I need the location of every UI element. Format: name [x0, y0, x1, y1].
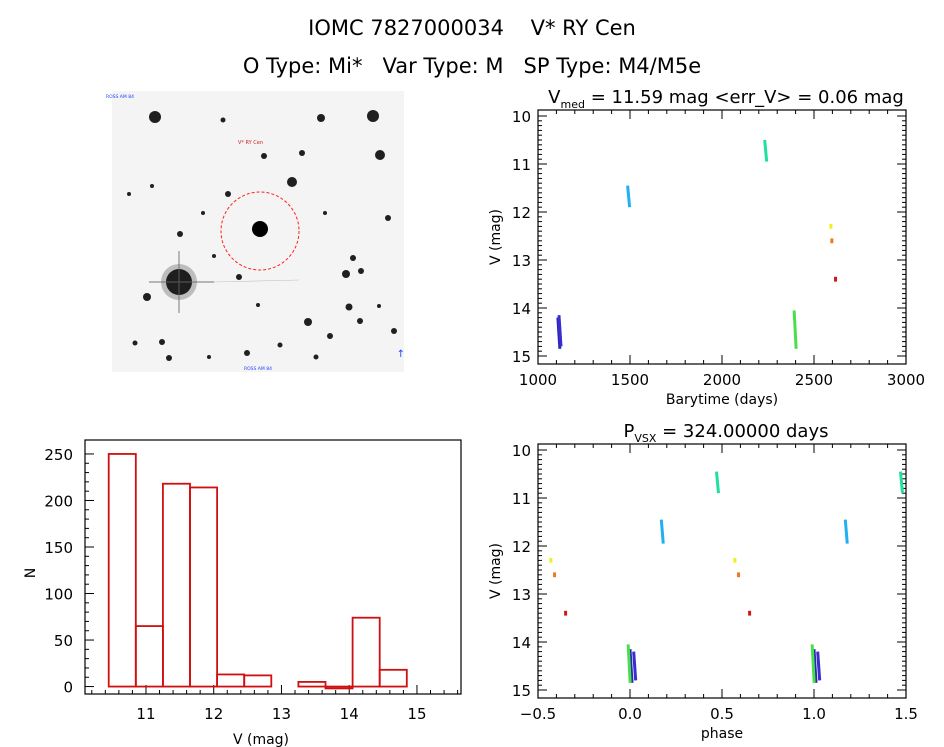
- plot-frame: [537, 109, 907, 365]
- histogram-bar-6: [243, 674, 273, 688]
- y-axis-label: V (mag): [488, 543, 504, 599]
- x-tick-label: 2500: [795, 371, 833, 389]
- data-segment-p1d: [816, 651, 822, 681]
- y-tick-label: 100: [44, 586, 73, 604]
- data-segment-p4b: [810, 644, 816, 683]
- y-tick-label: 150: [44, 539, 73, 557]
- x-tick-label: 12: [204, 705, 223, 723]
- plot-frame: [537, 443, 907, 699]
- x-tick-label: 11: [136, 705, 155, 723]
- data-segment-p4a: [626, 644, 632, 683]
- y-tick-label: 10: [512, 108, 531, 126]
- x-tick-label: 1500: [611, 371, 649, 389]
- y-tick-label: 50: [54, 632, 73, 650]
- histogram-bar-8: [297, 681, 327, 688]
- y-tick-label: 12: [512, 538, 531, 556]
- data-segment-p2b: [843, 519, 849, 544]
- north-arrow-icon: ↑: [397, 349, 404, 360]
- finder-star-label: V* RY Cen: [238, 140, 263, 146]
- finder-bottom-label: ROSS AM 84: [244, 366, 272, 372]
- histogram-bar-9: [324, 685, 354, 690]
- y-tick-label: 11: [512, 490, 531, 508]
- data-segment-p1a: [628, 649, 634, 683]
- x-tick-label: 3000: [887, 371, 925, 389]
- x-tick-label: 14: [340, 705, 359, 723]
- data-segment-p3b: [898, 471, 904, 494]
- x-axis-label: Barytime (days): [666, 392, 778, 408]
- data-segment-seg4: [792, 310, 798, 349]
- plot-frame: [84, 439, 462, 695]
- y-tick-label: 13: [512, 586, 531, 604]
- data-segment-seg3: [763, 139, 769, 162]
- plot-title: Vmed = 11.59 mag <err_V> = 0.06 mag: [548, 87, 904, 111]
- x-tick-label: 1.5: [894, 705, 918, 723]
- bright-star-spikes: [149, 251, 300, 313]
- x-tick-label: 1000: [519, 371, 557, 389]
- x-axis-label: phase: [701, 726, 743, 742]
- y-tick-label: 14: [512, 634, 531, 652]
- histogram-bar-3: [162, 482, 191, 688]
- y-tick-label: 14: [512, 300, 531, 318]
- y-axis-label: N: [23, 568, 39, 578]
- phased-plot: −0.5 0.0 0.5 1.0 1.5 10 11 12 13 14 15 phase V (mag)…: [488, 421, 918, 742]
- x-tick-label: 0.0: [618, 705, 642, 723]
- histogram-bar-11: [378, 668, 408, 688]
- y-tick-label: 13: [512, 252, 531, 270]
- plot-title: PVSX = 324.00000 days: [624, 421, 829, 445]
- data-segment-p1c: [812, 649, 818, 683]
- target-circle: [220, 191, 300, 271]
- histogram-bar-4: [189, 486, 219, 688]
- data-segment-p2a: [659, 519, 665, 544]
- data-segment-p3a: [714, 471, 720, 494]
- histogram-bar-1: [107, 453, 137, 688]
- x-tick-label: 0.5: [710, 705, 734, 723]
- x-tick-label: 15: [407, 705, 426, 723]
- y-tick-label: 250: [44, 446, 73, 464]
- y-tick-label: 11: [512, 156, 531, 174]
- x-tick-label: 13: [272, 705, 291, 723]
- data-segment-seg2: [626, 185, 632, 208]
- histogram-bar-10: [351, 616, 381, 688]
- x-tick-label: −0.5: [520, 705, 556, 723]
- data-segment-seg1b: [557, 315, 563, 347]
- y-tick-label: 200: [44, 492, 73, 510]
- finder-top-label: ROSS AM 84: [106, 94, 134, 100]
- x-tick-label: 1.0: [802, 705, 826, 723]
- chart-subtitle: O Type: Mi* Var Type: M SP Type: M4/M5e: [242, 54, 702, 78]
- lightcurve-plot: 1000 1500 2000 2500 3000 10 11 12 13 14 15 Barytime…: [488, 87, 925, 408]
- y-tick-label: 15: [512, 682, 531, 700]
- x-axis-label: V (mag): [233, 732, 289, 747]
- finder-chart-image: ROSS AM 84 V* RY Cen ROSS AM 84 ↑: [106, 91, 404, 372]
- x-tick-label: 2000: [703, 371, 741, 389]
- y-tick-label: 10: [512, 442, 531, 460]
- histogram-bar-5: [216, 673, 246, 688]
- y-tick-label: 12: [512, 204, 531, 222]
- y-tick-label: 0: [63, 679, 73, 697]
- chart-title: IOMC 7827000034 V* RY Cen: [308, 16, 636, 40]
- y-axis-label: V (mag): [488, 209, 504, 265]
- histogram-bar-2: [134, 625, 164, 688]
- y-tick-label: 15: [512, 348, 531, 366]
- data-segment-p1b: [632, 651, 638, 681]
